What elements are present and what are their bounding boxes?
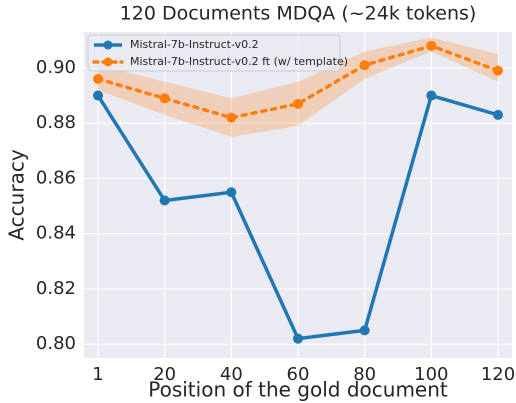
legend-label: Mistral-7b-Instruct-v0.2 [130, 38, 259, 51]
legend-box [87, 34, 341, 72]
x-tick-label: 1 [92, 364, 103, 385]
point [226, 112, 237, 123]
y-tick-label: 0.88 [36, 112, 76, 133]
point [426, 90, 437, 101]
legend-label: Mistral-7b-Instruct-v0.2 ft (w/ template… [130, 55, 348, 68]
point [293, 98, 303, 109]
x-tick-label: 120 [481, 364, 515, 385]
legend: Mistral-7b-Instruct-v0.2 Mistral-7b-Instr… [87, 34, 348, 72]
y-tick-label: 0.80 [36, 333, 76, 354]
point [93, 73, 103, 84]
point [426, 40, 437, 51]
point [159, 93, 170, 104]
confidence-band [98, 37, 498, 137]
point [359, 325, 370, 336]
x-axis-label: Position of the gold document [148, 378, 448, 402]
point [226, 187, 237, 198]
y-axis-label: Accuracy [5, 149, 29, 240]
legend-marker [103, 40, 113, 50]
point [493, 65, 503, 76]
x-tick-label: 60 [287, 364, 310, 385]
point [93, 90, 103, 101]
x-tick-label: 40 [220, 364, 243, 385]
point [359, 60, 370, 71]
y-tick-label: 0.90 [36, 57, 76, 78]
y-tick-label: 0.82 [36, 278, 76, 299]
x-tick-label: 100 [414, 364, 448, 385]
y-tick-label: 0.84 [36, 223, 76, 244]
marks [93, 37, 503, 344]
legend-marker [103, 57, 113, 67]
y-tick-label: 0.86 [36, 167, 76, 188]
x-tick-label: 20 [153, 364, 176, 385]
x-tick-label: 80 [353, 364, 376, 385]
point [159, 195, 170, 206]
point [493, 109, 503, 120]
chart-title: 120 Documents MDQA (~24k tokens) [120, 3, 477, 25]
point [293, 333, 303, 344]
